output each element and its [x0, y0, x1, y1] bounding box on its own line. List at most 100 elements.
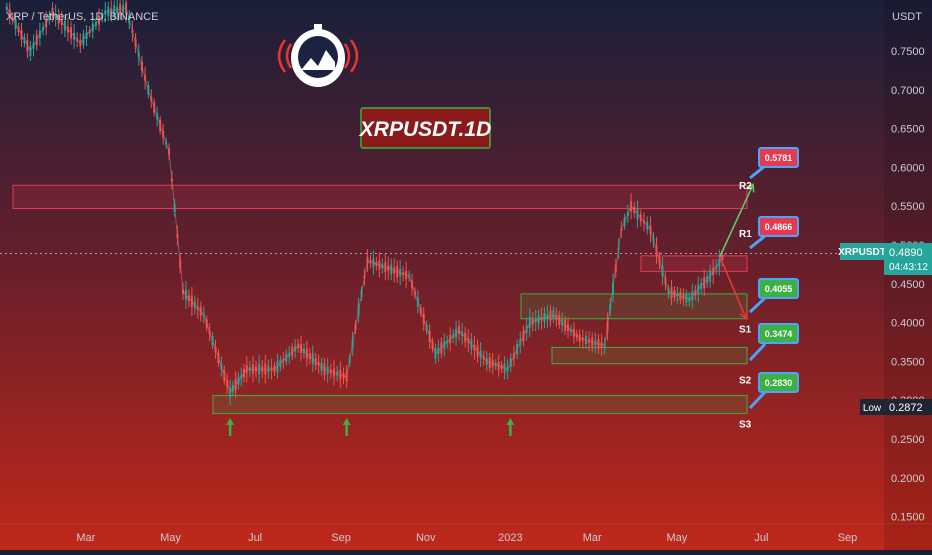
candle-body [558, 315, 561, 326]
candle-body [552, 310, 555, 320]
candle-body [101, 13, 104, 19]
candle-body [399, 269, 402, 277]
candle-body [667, 288, 670, 295]
candle-body [360, 290, 363, 298]
candle-body [29, 46, 32, 56]
candle-body [48, 15, 51, 20]
candle-body [231, 385, 234, 392]
candle-body [196, 306, 199, 310]
candle-body [543, 313, 546, 323]
candle-body [76, 38, 79, 42]
candle-body [482, 356, 485, 360]
y-tick-label: 0.7000 [891, 85, 925, 97]
candle-body [470, 339, 473, 350]
y-tick-label: 0.7500 [891, 46, 925, 58]
candle-body [688, 297, 691, 302]
candle-body [251, 364, 254, 374]
candle-body [612, 282, 615, 294]
candle-body [519, 339, 522, 346]
candle-body [168, 148, 171, 156]
support-bounce-arrowhead-icon [506, 418, 515, 425]
candle-body [14, 19, 17, 29]
candle-body [697, 284, 700, 295]
candle-body [342, 373, 345, 379]
x-tick-label: Mar [76, 532, 95, 544]
candle-body [381, 263, 384, 269]
candle-body [302, 348, 305, 354]
candle-body [205, 319, 208, 328]
candle-body [170, 178, 173, 182]
x-tick-label: Jul [754, 532, 768, 544]
candle-body [600, 341, 603, 348]
candle-body [673, 290, 676, 298]
candle-body [402, 272, 405, 276]
candle-body [314, 357, 317, 365]
y-tick-label: 0.1500 [891, 512, 925, 524]
candle-body [485, 358, 488, 365]
zone-r2 [12, 184, 748, 210]
price-tag-value: 0.4890 [889, 247, 923, 259]
candle-body [706, 275, 709, 283]
callout-s2-value: 0.3474 [765, 329, 793, 339]
candle-body [452, 334, 455, 339]
candle-body [455, 328, 458, 338]
candle-body [223, 369, 226, 381]
candle-body [308, 353, 311, 360]
candle-body [375, 261, 378, 266]
support-bounce-arrowhead-icon [342, 418, 351, 425]
candle-body [491, 360, 494, 368]
candle-body [165, 141, 168, 145]
candle-body [332, 368, 335, 377]
candle-body [425, 324, 428, 331]
candle-body [658, 258, 661, 264]
candle-body [234, 379, 237, 391]
candle-body [718, 258, 721, 267]
candle-body [422, 314, 425, 325]
candle-body [329, 369, 332, 373]
candle-body [125, 2, 128, 14]
candle-body [320, 362, 323, 371]
candle-body [703, 277, 706, 289]
candle-body [179, 259, 182, 269]
candle-body [305, 348, 308, 359]
candle-body [140, 61, 143, 71]
candle-body [122, 5, 125, 13]
candle-body [588, 339, 591, 344]
candle-body [503, 363, 506, 373]
candle-body [500, 364, 503, 369]
zone-s1 [520, 293, 748, 320]
candle-body [107, 7, 110, 17]
candle-body [255, 366, 258, 372]
candle-body [317, 362, 320, 366]
candle-body [291, 347, 294, 357]
candle-body [26, 40, 29, 52]
candle-body [60, 20, 63, 26]
callout-s1: 0.4055 [748, 278, 799, 314]
candle-body [646, 221, 649, 230]
level-name-s2: S2 [739, 376, 752, 387]
low-tag-label: Low [863, 403, 882, 414]
candle-body [639, 214, 642, 222]
candle-body [694, 290, 697, 296]
candle-body [443, 341, 446, 349]
candle-body [276, 360, 279, 372]
candle-body [434, 348, 437, 359]
candle-body [572, 328, 575, 337]
candle-body [147, 85, 150, 95]
candle-body [119, 3, 122, 15]
candle-body [540, 316, 543, 321]
candle-body [156, 113, 159, 120]
candle-body [57, 14, 60, 24]
symbol-header: XRP / TetherUS, 1D, BINANCE [6, 11, 158, 23]
callout-r2: 0.5781 [749, 147, 799, 180]
candle-body [336, 371, 339, 376]
candle-body [715, 265, 718, 269]
price-trend-line [6, 7, 726, 394]
callout-s1-value: 0.4055 [765, 284, 793, 294]
candle-body [378, 260, 381, 270]
candle-body [273, 366, 276, 373]
zones-layer [12, 184, 748, 414]
candle-body [584, 336, 587, 345]
price-tag-symbol: XRPUSDT [838, 247, 886, 258]
